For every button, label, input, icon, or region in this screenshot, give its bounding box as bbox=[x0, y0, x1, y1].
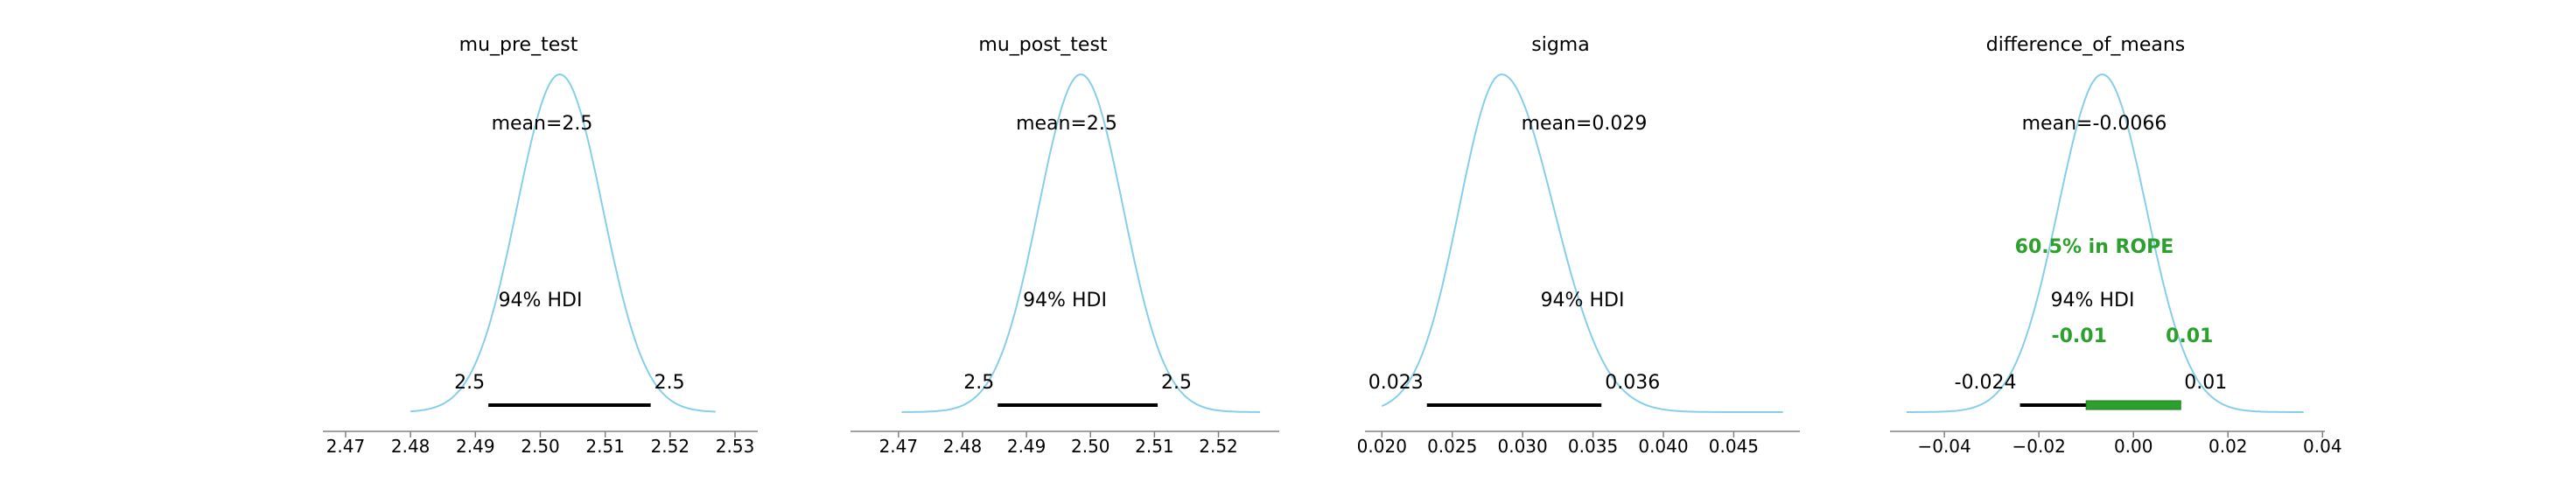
hdi-label: 94% HDI bbox=[1023, 290, 1107, 312]
x-tick-label: 0.02 bbox=[2208, 436, 2248, 457]
x-tick-label: 0.04 bbox=[2303, 436, 2342, 457]
hdi-high-label: 0.036 bbox=[1605, 372, 1660, 394]
x-tick-label: 2.48 bbox=[391, 436, 430, 457]
x-tick-label: 2.51 bbox=[1135, 436, 1174, 457]
x-tick-label: 2.49 bbox=[1007, 436, 1046, 457]
x-tick-label: 0.020 bbox=[1357, 436, 1407, 457]
mean-label: mean=-0.0066 bbox=[2022, 113, 2167, 135]
panel-title: sigma bbox=[1531, 34, 1589, 56]
x-tick-label: 0.045 bbox=[1709, 436, 1759, 457]
x-tick-label: −0.02 bbox=[2012, 436, 2066, 457]
x-tick-label: 2.49 bbox=[456, 436, 495, 457]
hdi-label: 94% HDI bbox=[499, 290, 583, 312]
x-tick-label: 2.48 bbox=[943, 436, 983, 457]
density-curve bbox=[1381, 73, 1783, 413]
x-tick-label: 0.00 bbox=[2114, 436, 2153, 457]
x-tick-label: 2.47 bbox=[879, 436, 919, 457]
density-curve bbox=[1906, 73, 2304, 413]
x-tick-label: 0.035 bbox=[1568, 436, 1618, 457]
rope-low-label: -0.01 bbox=[2051, 326, 2106, 347]
x-tick-label: 0.025 bbox=[1427, 436, 1477, 457]
panel-title: difference_of_means bbox=[1986, 34, 2186, 56]
panel-title: mu_post_test bbox=[978, 34, 1108, 56]
hdi-low-label: 2.5 bbox=[963, 372, 994, 394]
hdi-label: 94% HDI bbox=[2051, 290, 2135, 312]
hdi-high-label: 2.5 bbox=[1161, 372, 1192, 394]
hdi-low-label: 2.5 bbox=[454, 372, 485, 394]
x-tick-label: 2.50 bbox=[1071, 436, 1110, 457]
hdi-low-label: -0.024 bbox=[1955, 372, 2017, 394]
hdi-label: 94% HDI bbox=[1541, 290, 1625, 312]
mean-label: mean=0.029 bbox=[1522, 113, 1648, 135]
panel-title: mu_pre_test bbox=[459, 34, 578, 56]
density-curve bbox=[901, 73, 1261, 413]
rope-band bbox=[2085, 400, 2181, 410]
rope-label: 60.5% in ROPE bbox=[2015, 236, 2174, 258]
hdi-low-label: 0.023 bbox=[1368, 372, 1424, 394]
x-tick-label: 0.040 bbox=[1638, 436, 1688, 457]
x-tick-label: 2.50 bbox=[521, 436, 560, 457]
x-tick-label: 0.030 bbox=[1498, 436, 1548, 457]
x-tick-label: 2.52 bbox=[1199, 436, 1238, 457]
x-tick-label: 2.53 bbox=[716, 436, 755, 457]
x-tick-label: 2.51 bbox=[585, 436, 625, 457]
rope-high-label: 0.01 bbox=[2166, 326, 2213, 347]
density-curve bbox=[410, 73, 716, 413]
x-tick-label: 2.47 bbox=[326, 436, 366, 457]
mean-label: mean=2.5 bbox=[1016, 113, 1117, 135]
x-tick-label: −0.04 bbox=[1917, 436, 1970, 457]
hdi-high-label: 0.01 bbox=[2184, 372, 2227, 394]
mean-label: mean=2.5 bbox=[492, 113, 593, 135]
x-tick-label: 2.52 bbox=[651, 436, 690, 457]
hdi-high-label: 2.5 bbox=[654, 372, 685, 394]
